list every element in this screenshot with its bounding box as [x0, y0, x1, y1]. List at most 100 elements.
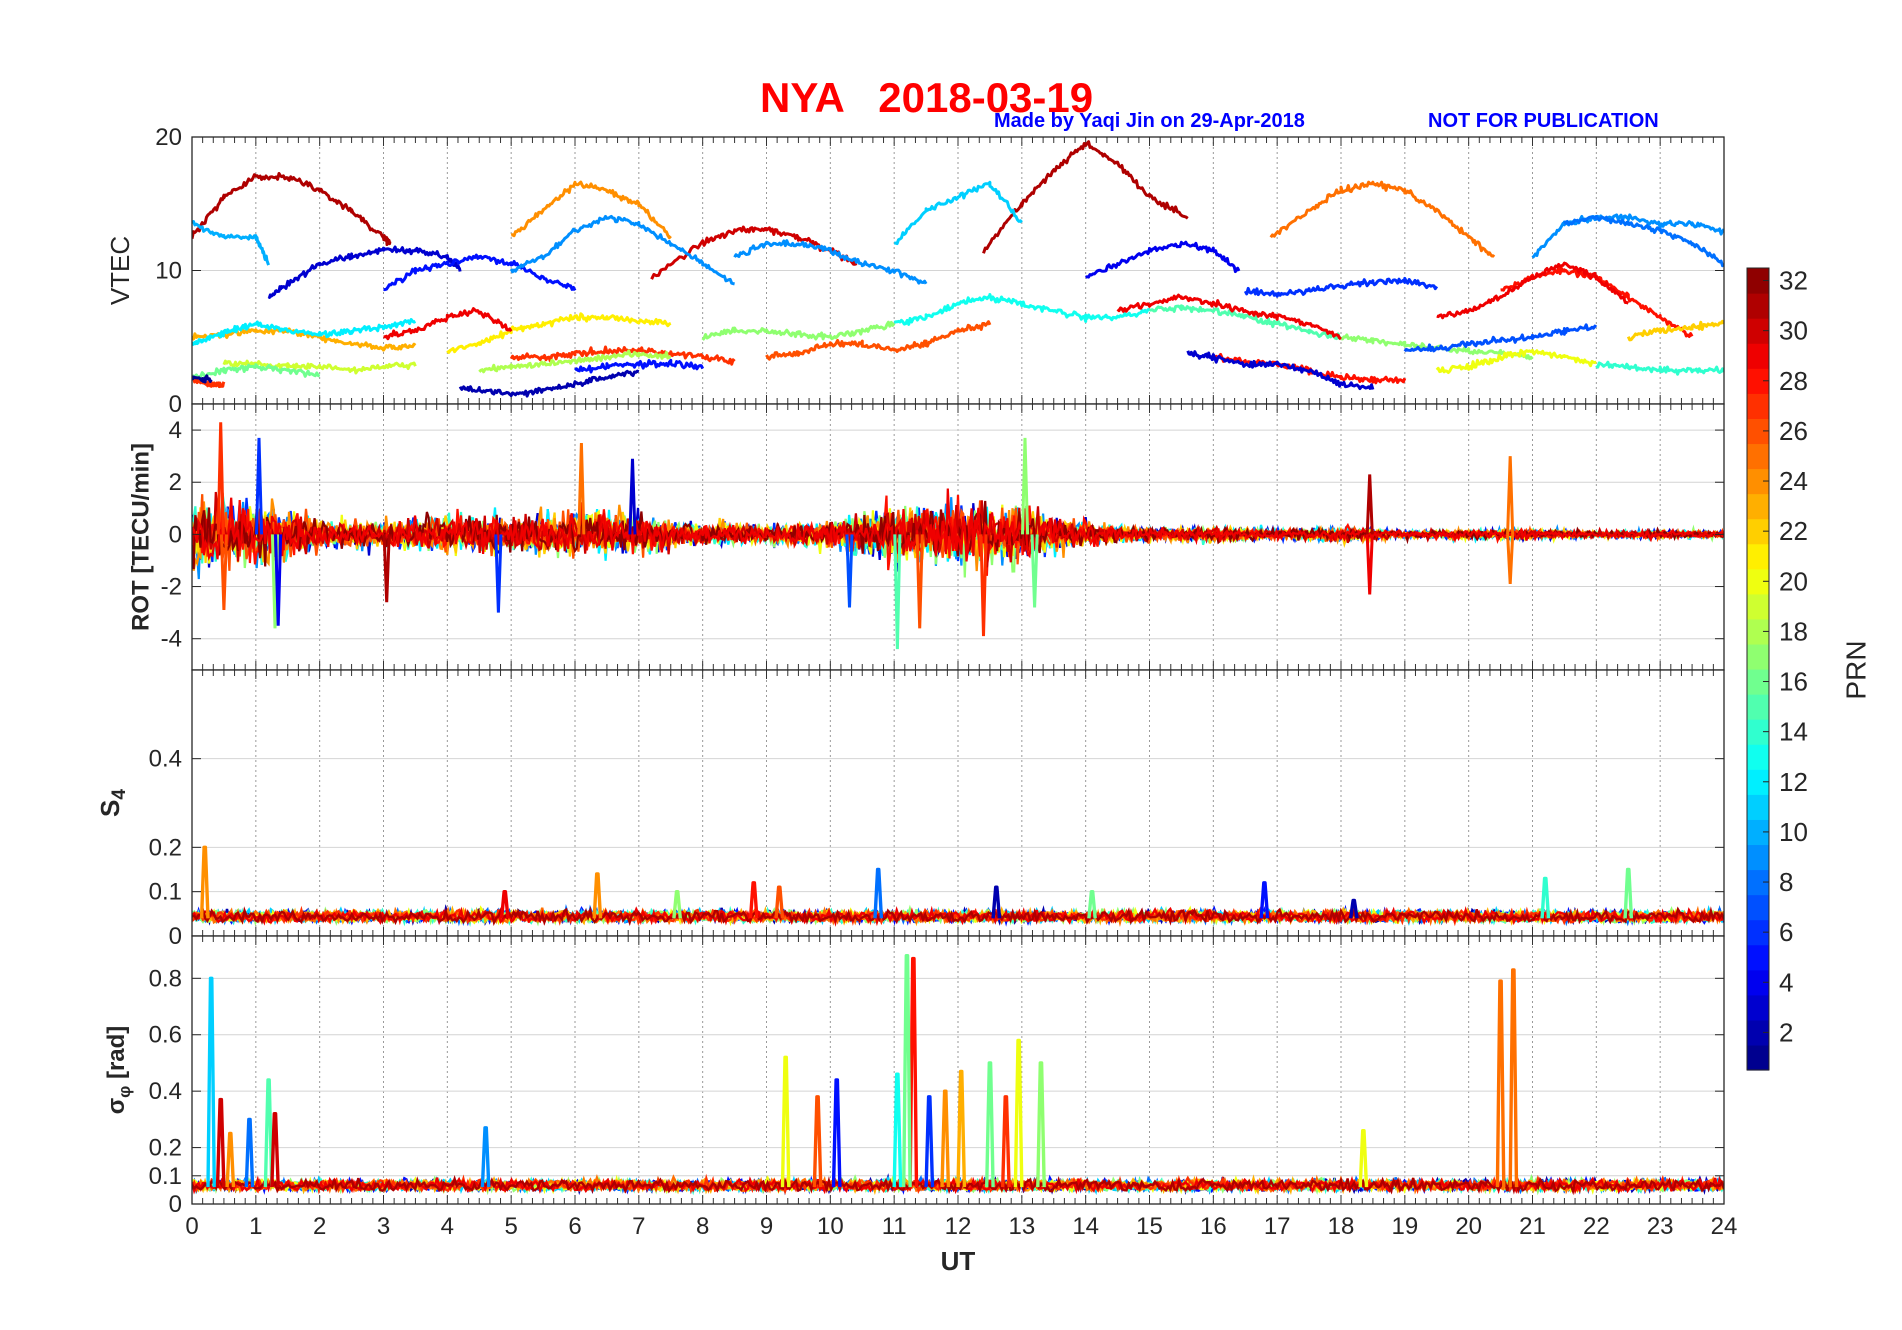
x-tick-label: 23 [1647, 1213, 1674, 1240]
colorbar-bin [1747, 518, 1769, 545]
credit-note: Made by Yaqi Jin on 29-Apr-2018 [994, 110, 1305, 132]
colorbar-tick-label: 2 [1779, 1017, 1793, 1047]
rot-peak [628, 458, 637, 535]
sigma_phi-spike [1358, 1129, 1369, 1188]
x-tick-label: 14 [1072, 1213, 1099, 1240]
sigma_phi-spike [244, 1117, 255, 1188]
colorbar-bin [1747, 994, 1769, 1021]
rot-peak [255, 437, 264, 535]
vtec-line-prn-8 [1563, 214, 1724, 268]
vtec-line-prn-4 [1085, 240, 1241, 279]
vtec-line-prn-23 [192, 327, 417, 352]
colorbar-bin [1747, 393, 1769, 419]
vtec-line-prn-27 [192, 376, 226, 389]
y-tick-label: 0.8 [149, 965, 182, 992]
vtec-line-prn-18 [478, 349, 672, 374]
rot-peak [577, 443, 586, 535]
y-tick-label: 0 [169, 1191, 182, 1218]
vtec-line-prn-10 [192, 220, 270, 266]
x-tick-label: 5 [504, 1213, 517, 1240]
colorbar-bin [1747, 468, 1769, 495]
vtec-line-prn-27 [509, 345, 736, 366]
s4-spike [873, 867, 884, 919]
y-axis-label-rot: ROT [TECU/min] [127, 443, 154, 631]
y-tick-label: 2 [169, 469, 182, 496]
series-group [192, 140, 1724, 398]
x-tick-label: 22 [1583, 1213, 1610, 1240]
vtec-line-prn-20 [1435, 348, 1597, 374]
colorbar-bin [1747, 418, 1769, 445]
colorbar-bin [1747, 944, 1769, 971]
sigma_phi-spike [956, 1069, 967, 1188]
y-tick-label: 0.4 [149, 746, 182, 773]
minor-ticks [202, 936, 1714, 1204]
colorbar-bin [1747, 794, 1769, 820]
rot-line-prn-29 [192, 488, 1724, 562]
s4-spike [592, 872, 603, 919]
sigma_phi-spike [985, 1061, 995, 1188]
publication-notice: NOT FOR PUBLICATION [1428, 110, 1659, 132]
sigma_phi-spike [940, 1089, 951, 1188]
y-axis-label-s4: S4 [95, 789, 130, 817]
rot-peak [979, 534, 988, 637]
sigma_phi-line-prn-31 [192, 1173, 1724, 1196]
x-tick-label: 11 [882, 1213, 907, 1240]
sigma_phi-spike [831, 1078, 842, 1188]
rot-peak [1365, 474, 1374, 535]
figure-title: NYA 2018-03-19 [760, 74, 1094, 121]
vtec-line-prn-2 [458, 369, 640, 398]
colorbar-tick-label: 6 [1779, 917, 1793, 947]
s4-spike [1087, 890, 1097, 919]
vtec-line-prn-15 [1149, 304, 1343, 341]
x-tick-label: 3 [377, 1213, 390, 1240]
sigma_phi-spike [1013, 1038, 1024, 1188]
vtec-line-prn-13 [893, 293, 1150, 326]
panel-vtec: 0 10 20 VTEC [105, 124, 1725, 418]
rot-peak [1506, 456, 1515, 535]
s4-spike [991, 885, 1002, 919]
x-tick-label: 12 [945, 1213, 972, 1240]
vtec-line-prn-26 [765, 320, 992, 361]
colorbar-bin [1747, 694, 1769, 720]
colorbar-bin [1747, 894, 1769, 921]
sigma_phi-spike [1495, 979, 1506, 1188]
sigma_phi-spike [780, 1055, 791, 1188]
colorbar-bin [1747, 819, 1769, 846]
colorbar-tick-label: 12 [1779, 767, 1808, 797]
y-tick-label: 0 [169, 391, 182, 418]
colorbar-tick-label: 26 [1779, 416, 1808, 446]
y-tick-label: 0 [169, 923, 182, 950]
vtec-line-prn-25 [1269, 180, 1496, 258]
x-tick-label: 7 [632, 1213, 645, 1240]
vtec-line-prn-31 [982, 140, 1189, 254]
y-tick-label: -4 [161, 626, 182, 653]
rot-peak [219, 534, 228, 611]
rot-peak [845, 534, 854, 608]
x-tick-label: 0 [185, 1213, 198, 1240]
s4-spike [1259, 881, 1270, 919]
colorbar-bin [1747, 669, 1769, 695]
y-tick-label: 20 [155, 124, 182, 151]
vtec-line-prn-9 [509, 214, 735, 286]
vtec-line-prn-3 [1186, 350, 1375, 391]
sigma_phi-spike [206, 976, 216, 1188]
colorbar-tick-label: 24 [1779, 466, 1808, 496]
colorbar-bin [1747, 543, 1769, 570]
vtec-line-prn-11 [894, 180, 1023, 246]
colorbar-frame [1746, 267, 1770, 1071]
panel-rot: -4 -2 0 2 4 ROT [TECU/min] [127, 403, 1725, 671]
y-tick-label: 0.2 [149, 1135, 182, 1162]
colorbar-bin [1747, 969, 1769, 996]
x-tick-label: 16 [1200, 1213, 1227, 1240]
y-tick-label: 10 [155, 258, 182, 285]
rot-peak [1030, 534, 1039, 608]
x-tick-label: 17 [1264, 1213, 1291, 1240]
vtec-line-prn-7 [1403, 323, 1598, 353]
colorbar-bin [1747, 643, 1769, 670]
rot-peak [1365, 534, 1374, 595]
panel-frame [191, 935, 1725, 1205]
x-tick-label: 8 [696, 1213, 709, 1240]
vtec-line-prn-5 [383, 253, 577, 292]
vtec-line-prn-29 [383, 307, 513, 341]
